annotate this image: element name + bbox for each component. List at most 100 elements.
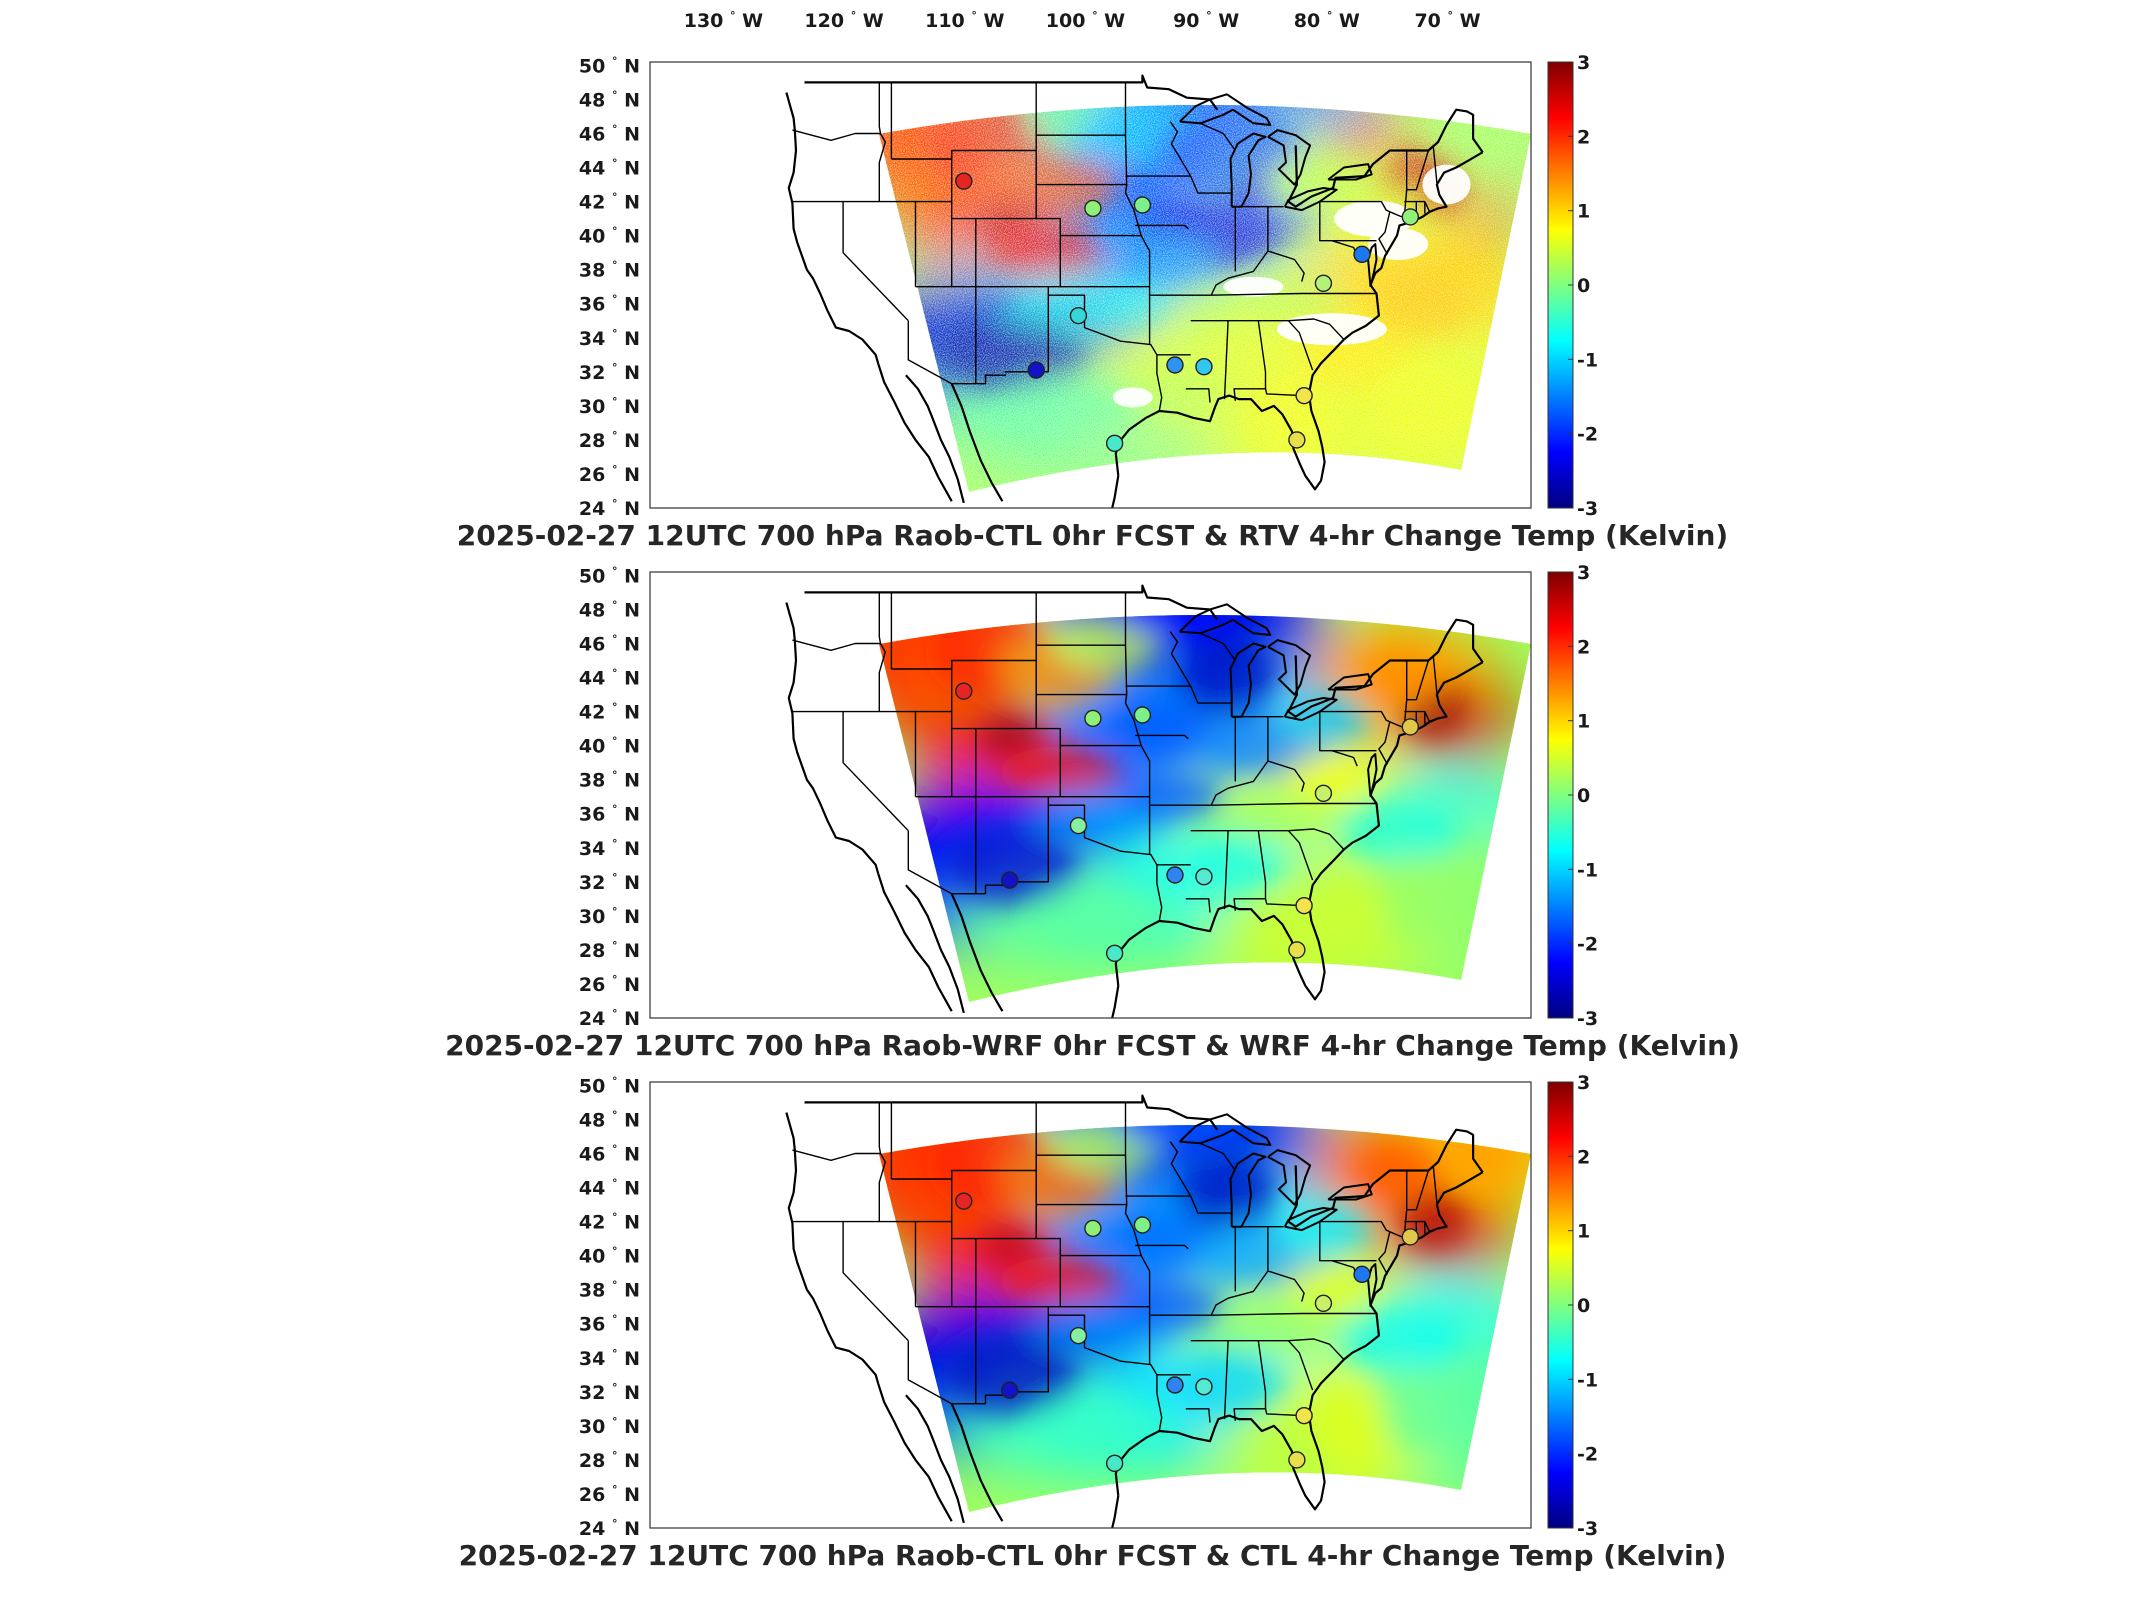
colorbar-tick-label: 1 (1577, 201, 1590, 223)
raob-station-marker (1084, 199, 1102, 218)
raob-station-marker (1084, 1219, 1102, 1238)
lat-tick-label: 50 ° N (579, 1074, 640, 1097)
colorbar-tick-label: 2 (1577, 636, 1590, 658)
raob-stations (955, 682, 1420, 963)
lat-tick-label: 26 ° N (579, 463, 640, 486)
colorbar-tick-label: 0 (1577, 275, 1590, 297)
panel-title: 2025-02-27 12UTC 700 hPa Raob-CTL 0hr FC… (457, 519, 1728, 552)
panel-title: 2025-02-27 12UTC 700 hPa Raob-WRF 0hr FC… (445, 1029, 1740, 1062)
colorbar: 3 2 1 0 -1 -2 -3 (1547, 52, 1598, 520)
lat-tick-label: 26 ° N (579, 1483, 640, 1506)
raob-station-marker (1295, 1406, 1313, 1425)
raob-station-marker (955, 682, 973, 700)
lon-tick-label: 80 ° W (1294, 9, 1360, 32)
raob-station-marker (1295, 896, 1313, 915)
raob-station-marker (955, 172, 973, 190)
panel-title: 2025-02-27 12UTC 700 hPa Raob-CTL 0hr FC… (459, 1539, 1727, 1572)
raob-station-marker (1166, 356, 1184, 374)
coastlines-and-borders (785, 584, 1484, 1018)
raob-station-marker (1084, 709, 1102, 728)
lat-tick-label: 50 ° N (579, 564, 640, 587)
lon-tick-label: 90 ° W (1173, 9, 1239, 32)
map-panel-2: 50 ° N 48 ° N 46 ° N 44 ° N 42 ° N 40 ° N 38 °… (445, 562, 1740, 1062)
lat-tick-label: 36 ° N (579, 293, 640, 316)
raob-station-marker (1195, 868, 1213, 886)
colorbar: 3 2 1 0 -1 -2 -3 (1547, 1072, 1598, 1540)
lat-tick-label: 28 ° N (579, 429, 640, 452)
raob-station-marker (1105, 944, 1124, 963)
lat-tick-label: 38 ° N (579, 769, 640, 792)
raob-stations (955, 172, 1420, 453)
lon-tick-label: 120 ° W (804, 9, 883, 32)
lat-tick-label: 46 ° N (579, 1142, 640, 1165)
lat-tick-label: 30 ° N (579, 1415, 640, 1438)
latitude-axis-labels: 50 ° N 48 ° N 46 ° N 44 ° N 42 ° N 40 ° N 38 °… (579, 1074, 640, 1540)
colorbar-tick-label: -1 (1577, 349, 1598, 371)
raob-station-marker (1133, 1216, 1152, 1234)
raob-station-marker (1027, 361, 1045, 379)
lat-tick-label: 42 ° N (579, 701, 640, 724)
raob-station-marker (1353, 1265, 1371, 1284)
lat-tick-label: 40 ° N (579, 1245, 640, 1268)
lat-tick-label: 48 ° N (579, 598, 640, 621)
raob-station-marker (1401, 1228, 1420, 1246)
temperature-field (879, 105, 1531, 492)
colorbar-tick-label: 3 (1577, 1072, 1590, 1094)
map-panel-3: 50 ° N 48 ° N 46 ° N 44 ° N 42 ° N 40 ° N 38 °… (459, 1072, 1727, 1572)
raob-station-marker (1000, 871, 1019, 889)
raob-station-marker (1069, 1326, 1088, 1345)
raob-station-marker (1105, 1454, 1124, 1473)
lon-tick-label: 100 ° W (1046, 9, 1125, 32)
colorbar-tick-label: 3 (1577, 562, 1590, 584)
temperature-field (879, 1125, 1531, 1512)
raob-station-marker (1288, 1451, 1306, 1469)
lat-tick-label: 46 ° N (579, 632, 640, 655)
raob-station-marker (1195, 358, 1213, 376)
colorbar-tick-label: -3 (1577, 1008, 1598, 1030)
colorbar-tick-label: 3 (1577, 52, 1590, 74)
colorbar-tick-label: 1 (1577, 1221, 1590, 1243)
latitude-axis-labels: 50 ° N 48 ° N 46 ° N 44 ° N 42 ° N 40 ° N 38 °… (579, 564, 640, 1030)
raob-station-marker (1353, 245, 1371, 264)
lat-tick-label: 30 ° N (579, 395, 640, 418)
raob-station-marker (1288, 941, 1306, 959)
lat-tick-label: 42 ° N (579, 191, 640, 214)
lat-tick-label: 30 ° N (579, 905, 640, 928)
lon-tick-label: 70 ° W (1414, 9, 1480, 32)
lat-tick-label: 26 ° N (579, 973, 640, 996)
lat-tick-label: 24 ° N (579, 497, 640, 520)
lat-tick-label: 48 ° N (579, 88, 640, 111)
raob-station-marker (1314, 274, 1333, 292)
colorbar-tick-label: -2 (1577, 424, 1598, 446)
colorbar-tick-label: -1 (1577, 1369, 1598, 1391)
colorbar-tick-label: -2 (1577, 1444, 1598, 1466)
lon-tick-label: 110 ° W (925, 9, 1004, 32)
raob-station-marker (1401, 208, 1420, 226)
lat-tick-label: 38 ° N (579, 259, 640, 282)
lat-tick-label: 34 ° N (579, 327, 640, 350)
raob-stations (955, 1192, 1420, 1473)
lat-tick-label: 34 ° N (579, 837, 640, 860)
map-frame (649, 571, 1532, 1019)
longitude-axis-labels: 130 ° W 120 ° W 110 ° W 100 ° W 90 ° W 80 ° W… (684, 9, 1481, 32)
raob-station-marker (1133, 706, 1152, 724)
colorbar-tick-label: -3 (1577, 498, 1598, 520)
lat-tick-label: 32 ° N (579, 1381, 640, 1404)
lat-tick-label: 28 ° N (579, 1449, 640, 1472)
raob-station-marker (1133, 196, 1152, 214)
latitude-axis-labels: 50 ° N 48 ° N 46 ° N 44 ° N 42 ° N 40 ° N 38 °… (579, 54, 640, 520)
lat-tick-label: 42 ° N (579, 1211, 640, 1234)
colorbar-tick-label: -3 (1577, 1518, 1598, 1540)
raob-station-marker (1314, 784, 1333, 802)
raob-station-marker (1069, 816, 1088, 835)
lat-tick-label: 46 ° N (579, 122, 640, 145)
colorbar-tick-label: 1 (1577, 711, 1590, 733)
raob-station-marker (1401, 718, 1420, 736)
colorbar-tick-label: -1 (1577, 859, 1598, 881)
map-frame (649, 61, 1532, 509)
raob-station-marker (955, 1192, 973, 1210)
raob-station-marker (1069, 306, 1088, 325)
map-panel-1: 50 ° N 48 ° N 46 ° N 44 ° N 42 ° N 40 ° N 38 °… (457, 52, 1728, 552)
colorbar: 3 2 1 0 -1 -2 -3 (1547, 562, 1598, 1030)
